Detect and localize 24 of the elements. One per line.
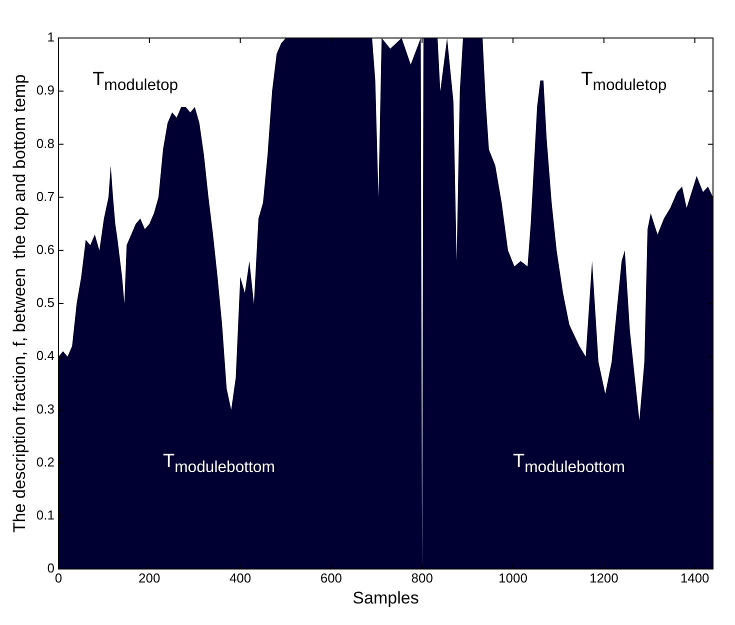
annotation: T$_{modulebottom}$ [513, 451, 625, 476]
y-tick-label: 0.4 [36, 348, 54, 364]
x-tick-label: 400 [229, 570, 252, 586]
y-axis-title: The description fraction, f, between the top and bottom temp [10, 74, 29, 533]
y-tick-label: 0.5 [36, 295, 54, 310]
y-tick-label: 0.6 [36, 242, 54, 257]
annotation: T$_{modulebottom}$ [163, 451, 275, 476]
y-tick-label: 0.8 [36, 136, 54, 151]
y-tick-label: 0.2 [36, 454, 54, 470]
y-tick-label: 0 [47, 560, 54, 576]
x-tick-label: 200 [138, 570, 160, 586]
y-tick-label: 1 [47, 30, 54, 45]
x-tick-label: 1400 [680, 570, 710, 586]
y-tick-label: 0.3 [36, 401, 54, 416]
x-tick-label: 600 [320, 570, 342, 586]
annotation: T$_{moduletop}$ [581, 68, 667, 94]
x-tick-label: 1000 [498, 570, 528, 586]
annotation: T$_{moduletop}$ [92, 68, 178, 94]
x-axis-title: Samples [352, 588, 419, 608]
x-tick-label: 1200 [589, 570, 618, 586]
x-tick-label: 800 [411, 570, 433, 586]
y-tick-label: 0.1 [36, 507, 54, 522]
y-tick-label: 0.7 [36, 188, 54, 204]
y-tick-label: 0.9 [36, 82, 54, 98]
